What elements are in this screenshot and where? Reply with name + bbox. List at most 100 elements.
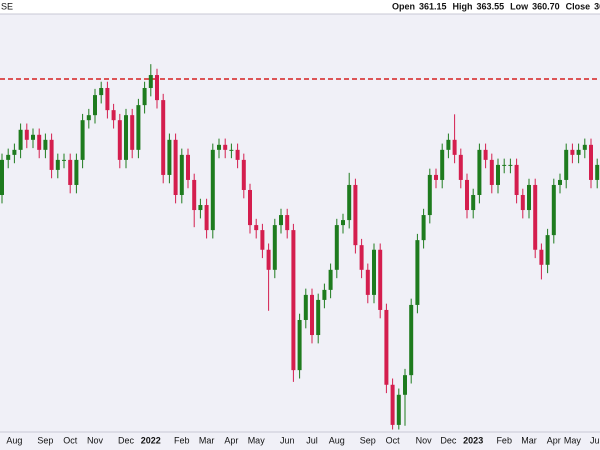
candle-body (576, 149, 581, 155)
x-tick-label: Oct (63, 435, 78, 445)
candle-body (136, 105, 141, 150)
candle-body (142, 87, 147, 106)
ohlc-value: 36 (594, 1, 600, 11)
candle-body (396, 394, 401, 425)
candle-body (551, 184, 556, 236)
candle-body (279, 215, 283, 226)
candle-body (6, 154, 11, 160)
candle-body (471, 194, 476, 211)
ohlc-label: High (453, 1, 473, 11)
x-tick-label: Jun (590, 435, 600, 445)
x-tick-label: Mar (521, 435, 537, 445)
candle-body (217, 144, 221, 150)
candle-body (167, 139, 172, 175)
candle-body (31, 134, 35, 140)
candle-body (477, 149, 482, 195)
candle-body (595, 164, 600, 180)
x-tick-label: Nov (87, 435, 104, 445)
candle-body (514, 164, 519, 195)
x-tick-label: Aug (329, 435, 345, 445)
candle-body (365, 269, 370, 295)
x-tick-label: Nov (416, 435, 433, 445)
candle-body (210, 149, 215, 231)
x-tick-label: Feb (496, 435, 512, 445)
candle-body (161, 100, 166, 175)
candle-body (241, 159, 246, 190)
candle-body (266, 249, 271, 270)
x-tick-label: 2022 (141, 435, 161, 445)
x-tick-label: Jul (306, 435, 318, 445)
candle-body (272, 225, 277, 270)
candle-body (452, 139, 457, 155)
candle-body (465, 179, 469, 211)
x-tick-label: Jun (280, 435, 295, 445)
candle-body (130, 115, 135, 150)
candle-body (502, 164, 507, 166)
x-tick-label: May (564, 435, 582, 445)
candle-body (359, 245, 364, 270)
x-tick-label: 2023 (463, 435, 483, 445)
candle-body (372, 249, 376, 295)
candle-body (415, 240, 420, 305)
candle-body (18, 129, 23, 150)
candle-body (173, 139, 178, 195)
ohlc-value: 360.70 (532, 1, 560, 11)
candle-body (37, 134, 42, 150)
candle-body (496, 164, 500, 185)
candle-body (508, 164, 513, 166)
candle-body (148, 75, 153, 88)
symbol-label: SE (1, 1, 13, 11)
candle-body (235, 149, 240, 160)
candle-body (24, 129, 29, 140)
candle-body (384, 309, 389, 385)
candle-body (409, 304, 414, 376)
candle-body (179, 154, 184, 195)
candle-body (285, 215, 290, 231)
x-tick-label: Dec (118, 435, 135, 445)
ohlc-value: 361.15 (419, 1, 447, 11)
candle-body (558, 179, 562, 185)
candle-body (55, 159, 60, 170)
candle-body (421, 215, 426, 241)
candle-body (297, 319, 302, 371)
candle-body (322, 289, 327, 300)
candle-body (458, 154, 463, 180)
candle-body (303, 294, 308, 320)
candle-body (192, 179, 197, 211)
candle-body (427, 174, 432, 216)
candle-body (62, 159, 66, 161)
x-tick-label: May (248, 435, 266, 445)
candle-body (111, 110, 116, 121)
candle-body (483, 149, 488, 160)
candle-body (378, 249, 383, 310)
candle-body (440, 149, 445, 180)
candle-body (49, 139, 54, 170)
candle-body (334, 225, 339, 270)
candle-body (229, 149, 234, 151)
x-tick-label: Dec (440, 435, 457, 445)
plot-area (0, 64, 600, 430)
x-tick-label: Apr (547, 435, 561, 445)
candle-body (124, 115, 128, 160)
candle-body (260, 230, 265, 250)
candle-body (310, 294, 314, 336)
candle-body (347, 184, 352, 221)
candle-body (74, 159, 79, 185)
candle-body (570, 149, 575, 155)
candle-body (80, 120, 85, 160)
candle-body (545, 235, 550, 265)
candle-body (539, 249, 544, 265)
candle-body (316, 299, 321, 336)
candle-body (589, 144, 593, 180)
candle-body (204, 205, 209, 231)
x-tick-label: Oct (386, 435, 401, 445)
ohlc-label: Open (392, 1, 415, 11)
candle-body (105, 87, 110, 111)
ohlc-value: 363.55 (477, 1, 505, 11)
candle-body (0, 159, 4, 195)
x-tick-label: Sep (360, 435, 376, 445)
candle-body (68, 159, 73, 185)
candle-body (527, 184, 531, 211)
